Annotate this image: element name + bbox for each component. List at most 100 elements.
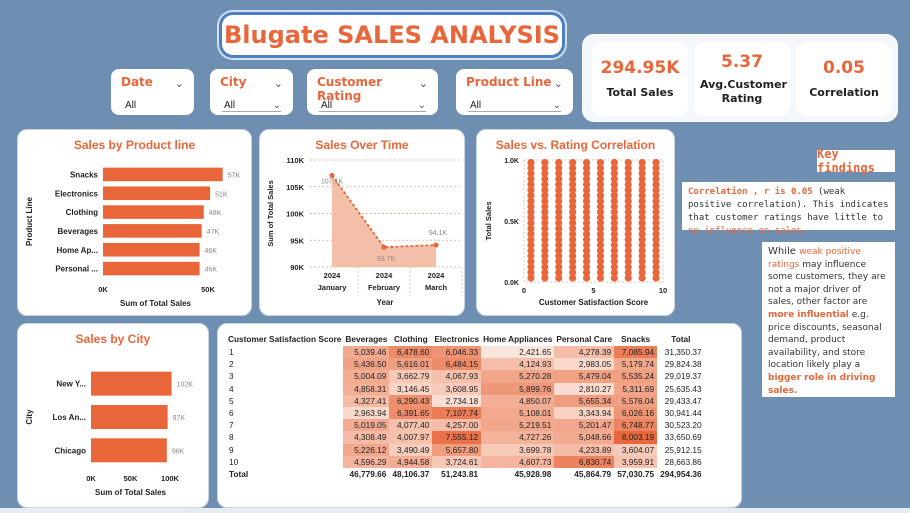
data-point (582, 246, 591, 255)
note-highlight: more influential (768, 309, 849, 320)
table-row[interactable]: 8 4,308.49 4,007.97 7,555.12 4,727.26 5,048.6… (226, 431, 705, 444)
data-point (569, 186, 577, 194)
data-point (596, 224, 605, 233)
data-point (652, 202, 660, 211)
data-point (541, 197, 549, 205)
product-line-chart-card[interactable]: Sales by Product line Snacks 57K Electroni… (17, 129, 252, 316)
correlation-scatter-chart[interactable]: 0.0K 0.5K 1.0K 0 5 10 Customer Satisfaction Sc… (477, 130, 676, 317)
product-line-bar-chart[interactable]: Snacks 57K Electronics 51K Clothing 48K Bevera… (18, 130, 253, 317)
table-cell: 3,608.95 (432, 382, 482, 395)
data-point (652, 246, 660, 255)
key-findings-note-correlation: Correlation , r is 0.05 (weak positive c… (682, 182, 895, 236)
x-tick-label: 0K (98, 285, 108, 294)
bar (103, 242, 200, 257)
data-point (610, 252, 618, 260)
column-header[interactable]: Home Appliances (483, 334, 553, 344)
data-point (638, 263, 646, 271)
sales-over-time-chart[interactable]: 90K 95K 100K 105K 110K 107.1K 2024 January 93.7K… (260, 130, 466, 317)
city-bar-chart[interactable]: New Y... 102K Los An... 97K Chicago 96K 0K 50K 1… (18, 324, 210, 509)
customer-rating-slicer-value[interactable]: All (321, 100, 333, 111)
table-row[interactable]: 9 5,226.12 3,490.49 5,657.80 3,699.78 4,233.8… (226, 443, 705, 456)
column-header[interactable]: Clothing (394, 334, 428, 344)
data-point (582, 241, 591, 249)
x-axis-title: Customer Satisfaction Score (539, 298, 649, 307)
data-point (527, 241, 535, 249)
column-header[interactable]: Beverages (345, 334, 388, 344)
table-row[interactable]: 10 4,596.29 4,944.58 3,724.61 4,607.73 6,830.… (226, 455, 705, 468)
sales-matrix-card[interactable]: Customer Satisfaction Score Beverages Clot… (217, 323, 742, 508)
data-point (555, 202, 563, 211)
chevron-down-icon[interactable]: ⌄ (417, 100, 426, 111)
table-row[interactable]: 3 5,004.09 3,662.79 4,067.93 5,270.28 5,479.0… (226, 370, 705, 383)
city-chart-card[interactable]: Sales by City New Y... 102K Los An... 97K Ch… (17, 323, 209, 508)
table-row[interactable]: 7 5,019.05 4,077.40 4,257.00 5,219.51 5,201.4… (226, 419, 705, 432)
note-highlight: Correlation , r is 0.05 (688, 187, 813, 197)
row-label: 3 (226, 370, 344, 383)
data-label: 47K (207, 229, 220, 236)
data-point (527, 164, 535, 172)
table-row[interactable]: 5 4,327.41 6,290.43 2,734.18 4,850.07 5,655.3… (226, 394, 705, 407)
data-point (610, 197, 618, 205)
y-tick-label: 0.5K (504, 219, 519, 226)
chevron-down-icon[interactable]: ⌄ (418, 78, 428, 90)
data-point (638, 191, 646, 200)
column-header[interactable]: Snacks (621, 334, 651, 344)
data-point (624, 186, 632, 194)
data-point (610, 235, 618, 244)
data-point (596, 246, 605, 255)
date-slicer-value[interactable]: All (125, 100, 137, 111)
chevron-down-icon[interactable]: ⌄ (272, 100, 281, 111)
data-point (569, 257, 577, 266)
data-point (527, 230, 535, 238)
column-header[interactable]: Electronics (434, 334, 480, 344)
data-point (582, 186, 591, 194)
correlation-chart-card[interactable]: Sales vs. Rating Correlation 0.0K 0.5K 1.0… (476, 129, 675, 316)
city-slicer[interactable]: City ⌄ All ⌄ (210, 69, 293, 115)
data-point (624, 197, 632, 205)
table-row[interactable]: 4 4,858.31 3,146.45 3,608.95 5,899.76 2,810.2… (226, 382, 705, 395)
sales-over-time-card[interactable]: Sales Over Time 90K 95K 100K 105K 110K 107.1K… (259, 129, 465, 316)
data-point (569, 208, 577, 216)
column-header[interactable]: Personal Care (556, 334, 613, 344)
data-point (596, 241, 605, 249)
table-row[interactable]: 1 5,039.46 6,478.60 6,046.33 2,421.65 4,278.3… (226, 346, 705, 359)
data-point (652, 268, 660, 277)
column-header[interactable]: Customer Satisfaction Score (228, 334, 342, 344)
table-cell: 7,107.74 (432, 406, 482, 420)
data-point (638, 252, 646, 260)
customer-rating-slicer[interactable]: Customer Rating ⌄ All ⌄ (307, 69, 438, 115)
data-point (582, 158, 591, 167)
product-line-slicer[interactable]: Product Line ⌄ All ⌄ (456, 69, 573, 115)
sales-matrix-table[interactable]: Customer Satisfaction Score Beverages Clot… (226, 332, 705, 481)
bottom-scroll-strip (0, 508, 910, 513)
column-header[interactable]: Total (671, 334, 691, 344)
data-point (582, 175, 591, 183)
product-line-slicer-value[interactable]: All (470, 100, 482, 111)
table-cell: 5,004.09 (343, 370, 390, 383)
data-point (582, 219, 591, 227)
plot-border (523, 159, 664, 283)
data-label: 46K (205, 267, 218, 274)
chevron-down-icon[interactable]: ⌄ (174, 78, 184, 90)
chevron-down-icon[interactable]: ⌄ (273, 78, 283, 90)
data-point (610, 224, 618, 233)
x-tick-label: 0 (522, 286, 526, 295)
y-tick-label: 105K (286, 183, 305, 192)
data-point (582, 180, 591, 189)
table-cell: 2,963.94 (343, 406, 390, 420)
table-cell: 5,657.80 (432, 443, 482, 456)
data-point (610, 268, 618, 277)
table-row[interactable]: 6 2,963.94 6,391.65 7,107.74 5,108.01 3,343.9… (226, 406, 705, 420)
data-point (569, 246, 577, 255)
city-slicer-label: City (220, 75, 247, 89)
date-slicer[interactable]: Date ⌄ All (111, 69, 194, 115)
data-label: 51K (215, 191, 228, 198)
chevron-down-icon[interactable]: ⌄ (552, 100, 561, 111)
chevron-down-icon[interactable]: ⌄ (553, 78, 563, 90)
bar (103, 186, 211, 201)
city-slicer-value[interactable]: All (224, 100, 236, 111)
table-row[interactable]: 2 5,436.50 5,616.01 6,484.15 4,124.93 2,983.0… (226, 358, 705, 371)
chart-title: Sales Over Time (315, 138, 409, 152)
data-point (555, 158, 563, 167)
data-point (652, 224, 660, 233)
